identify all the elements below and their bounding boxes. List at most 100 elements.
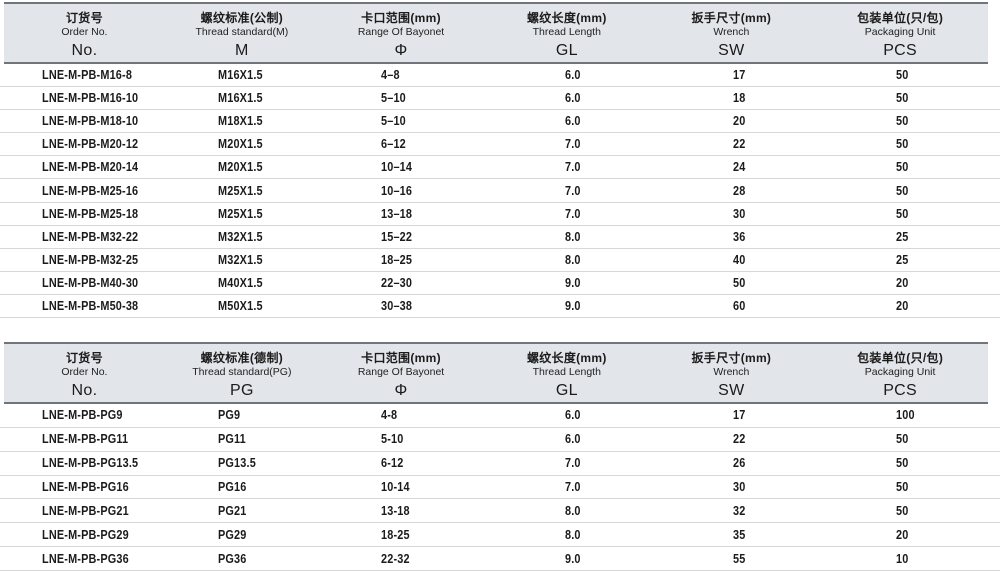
cell-text: 50	[895, 183, 908, 198]
cell-text: LNE-M-PB-PG9	[42, 408, 123, 423]
table-cell: M50X1.5	[164, 297, 321, 315]
cell-text: 5–10	[381, 114, 406, 129]
column-title-cn: 螺纹标准(德制)	[200, 351, 284, 366]
cell-text: 50	[895, 432, 908, 447]
cell-text: M50X1.5	[217, 298, 263, 313]
cell-text: LNE-M-PB-M20-12	[42, 137, 139, 152]
cell-text: 17	[733, 68, 746, 83]
column-header: 包装单位(只/包) Packaging Unit PCS	[812, 344, 988, 402]
table-cell: 50	[822, 182, 1000, 200]
column-title-group: 扳手尺寸(mm) Wrench	[692, 11, 772, 39]
table-cell: 50	[822, 158, 1000, 176]
column-code: PCS	[883, 42, 918, 59]
table-cell: 22–30	[320, 274, 487, 292]
metric-table-body: LNE-M-PB-M16-8 M16X1.5 4–8 6.0 17 50 LNE-M-PB-…	[0, 64, 1000, 319]
table-row: LNE-M-PB-PG36 PG36 22-32 9.0 55 10	[0, 547, 1000, 571]
table-cell: 55	[657, 550, 822, 568]
table-cell: 20	[657, 112, 822, 130]
cell-text: M25X1.5	[217, 183, 263, 198]
cell-text: 22	[733, 432, 746, 447]
cell-text: LNE-M-PB-M20-14	[42, 160, 139, 175]
table-cell: M20X1.5	[164, 158, 321, 176]
table-cell: 6–12	[320, 135, 487, 153]
cell-text: M25X1.5	[217, 206, 263, 221]
cell-text: 4-8	[381, 408, 398, 423]
cell-text: 50	[895, 68, 908, 83]
column-title-group: 订货号 Order No.	[61, 351, 107, 379]
table-cell: 24	[657, 158, 822, 176]
cell-text: 10–14	[381, 160, 413, 175]
cell-text: 32	[733, 503, 746, 518]
table-cell: 50	[822, 502, 1000, 520]
column-title-cn: 螺纹长度(mm)	[526, 351, 607, 366]
column-title-group: 螺纹标准(德制) Thread standard(PG)	[192, 351, 291, 379]
table-cell: LNE-M-PB-M40-30	[0, 274, 164, 292]
column-title-group: 卡口范围(mm) Range Of Bayonet	[358, 11, 444, 39]
metric-table-header: 订货号 Order No. No. 螺纹标准(公制) Thread standard(M…	[4, 2, 988, 64]
cell-text: 6.0	[565, 432, 581, 447]
table-cell: 20	[822, 297, 1000, 315]
table-row: LNE-M-PB-M16-8 M16X1.5 4–8 6.0 17 50	[0, 64, 1000, 88]
cell-text: 30–38	[381, 298, 413, 313]
table-cell: 26	[657, 454, 822, 472]
cell-text: LNE-M-PB-PG21	[42, 503, 129, 518]
column-title-cn: 卡口范围(mm)	[361, 11, 441, 25]
cell-text: 8.0	[565, 527, 581, 542]
column-header: 包装单位(只/包) Packaging Unit PCS	[812, 4, 988, 62]
table-cell: LNE-M-PB-M20-14	[0, 158, 164, 176]
cell-text: 6.0	[565, 91, 581, 106]
column-title-en: Thread Length	[532, 26, 601, 38]
cell-text: 26	[733, 456, 746, 471]
table-cell: PG21	[164, 502, 321, 520]
table-cell: 50	[822, 135, 1000, 153]
table-cell: LNE-M-PB-M18-10	[0, 112, 164, 130]
table-cell: 60	[657, 297, 822, 315]
table-cell: 100	[822, 406, 1000, 424]
column-title-group: 螺纹长度(mm) Thread Length	[527, 11, 607, 39]
cell-text: 100	[895, 408, 915, 423]
table-cell: M16X1.5	[164, 89, 321, 107]
cell-text: 30	[733, 206, 746, 221]
cell-text: PG16	[217, 479, 247, 494]
table-row: LNE-M-PB-M32-22 M32X1.5 15–22 8.0 36 25	[0, 226, 1000, 249]
cell-text: 50	[733, 275, 746, 290]
table-row: LNE-M-PB-M16-10 M16X1.5 5–10 6.0 18 50	[0, 87, 1000, 111]
column-code: No.	[71, 42, 98, 59]
column-title-en: Order No.	[61, 26, 108, 38]
cell-text: M16X1.5	[217, 91, 263, 106]
table-cell: 17	[657, 66, 822, 84]
cell-text: LNE-M-PB-M40-30	[42, 275, 139, 290]
column-title-en: Range Of Bayonet	[357, 26, 445, 38]
table-row: LNE-M-PB-PG13.5 PG13.5 6-12 7.0 26 50	[0, 452, 1000, 476]
column-header: 订货号 Order No. No.	[4, 4, 165, 62]
table-row: LNE-M-PB-M25-16 M25X1.5 10–16 7.0 28 50	[0, 179, 1000, 203]
column-code: SW	[718, 382, 745, 400]
table-cell: LNE-M-PB-PG16	[0, 478, 164, 496]
table-cell: 6-12	[320, 454, 487, 472]
cell-text: LNE-M-PB-M16-8	[42, 68, 133, 83]
table-cell: LNE-M-PB-M16-8	[0, 66, 164, 84]
table-cell: 30–38	[320, 297, 487, 315]
cell-text: PG13.5	[217, 456, 256, 471]
table-cell: LNE-M-PB-M32-22	[0, 228, 164, 246]
cell-text: 18-25	[381, 527, 410, 542]
cell-text: PG21	[217, 503, 247, 518]
table-cell: 6.0	[487, 430, 657, 448]
cell-text: 18	[733, 91, 746, 106]
cell-text: 6–12	[381, 137, 406, 152]
table-cell: 9.0	[487, 297, 657, 315]
column-title-en: Packaging Unit	[864, 26, 936, 38]
table-cell: LNE-M-PB-PG29	[0, 526, 164, 544]
cell-text: 60	[733, 298, 746, 313]
cell-text: 50	[895, 137, 908, 152]
column-code: No.	[71, 382, 98, 400]
table-cell: 30	[657, 478, 822, 496]
table-cell: 8.0	[487, 251, 657, 269]
table-cell: M32X1.5	[164, 228, 321, 246]
table-cell: 50	[657, 274, 822, 292]
cell-text: PG9	[217, 408, 240, 423]
table-cell: 20	[822, 274, 1000, 292]
cell-text: 8.0	[565, 503, 581, 518]
cell-text: 7.0	[565, 160, 581, 175]
table-cell: 22	[657, 135, 822, 153]
